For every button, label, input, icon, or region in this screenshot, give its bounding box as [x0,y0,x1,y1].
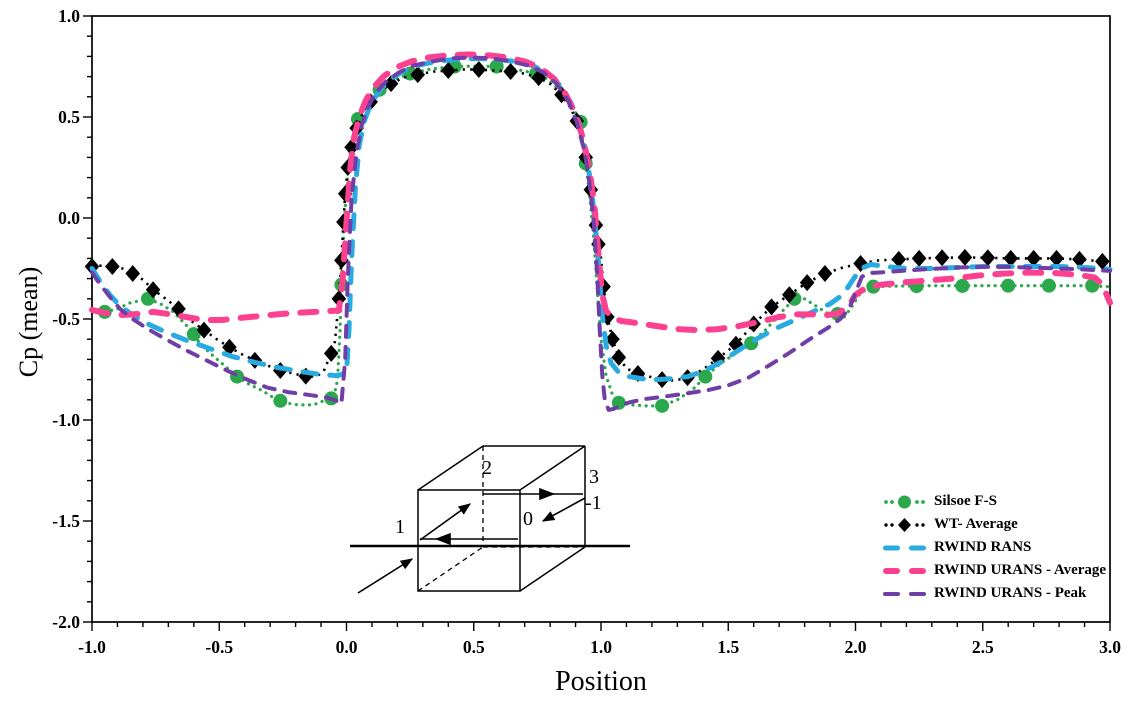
diamond-marker [105,257,120,275]
series-line [91,68,1110,382]
diamond-marker [764,298,779,316]
circle-marker [1001,278,1016,293]
series-line [89,55,1113,383]
x-tick-label: 1.0 [590,637,612,657]
legend-item-rwind-urans-average: RWIND URANS - Average [882,559,1106,582]
diamond-marker [957,248,973,266]
diamond-marker [331,290,347,308]
legend-marker [883,591,926,596]
diamond-marker [344,138,359,156]
y-tick-label: -1.0 [52,410,80,430]
legend-label: Silsoe F-S [934,493,997,509]
inset-label-0: 0 [523,508,533,530]
diamond-marker [891,250,907,268]
x-tick-label: -1.0 [78,637,106,657]
series-rwind-rans [89,55,1113,383]
legend-marker [884,495,925,508]
legend-item-wt-average: WT- Average [882,513,1106,536]
diamond-marker [196,321,212,339]
diamond-marker [605,330,620,348]
y-tick-label: 0.0 [58,208,80,228]
x-tick-label: -0.5 [205,637,233,657]
y-axis-title: Cp (mean) [14,266,43,378]
flow-arrows [357,487,586,594]
diamond-marker [125,265,141,283]
diamond-marker [611,348,627,366]
cube-diagram-drawing [350,445,630,594]
legend-item-silsoe-f-s: Silsoe F-S [882,490,1106,513]
diamond-marker [410,66,426,84]
x-tick-label: 3.0 [1099,637,1121,657]
y-tick-label: -1.5 [52,511,80,531]
diamond-marker [222,338,237,356]
diamond-marker [503,63,518,81]
diamond-marker [554,86,569,104]
cube-hidden-edges [417,446,585,592]
series-rwind-urans-peak [90,55,1112,412]
inflow-arrow [357,558,414,594]
legend: Silsoe F-S WT- Average RWIND RANS RWIND URA… [882,490,1106,605]
legend-label: WT- Average [934,516,1018,532]
x-tick-label: 0.5 [463,637,485,657]
x-tick-label: 2.5 [972,637,994,657]
circle-marker [273,393,288,408]
y-tick-label: -0.5 [52,309,80,329]
diamond-marker [1095,252,1110,270]
x-tick-label: 2.0 [845,637,867,657]
diamond-marker [323,344,339,362]
diamond-marker [1049,249,1064,267]
inset-label-minus1: -1 [585,492,602,514]
x-axis-title: Position [555,666,647,697]
circle-marker [1041,278,1056,293]
return-arrow-head [434,532,451,546]
y-tick-label: 0.5 [58,107,80,127]
diamond-marker [471,61,487,79]
legend-item-rwind-urans-peak: RWIND URANS - Peak [882,582,1106,605]
y-tick-label: -2.0 [52,612,80,632]
legend-marker [883,545,926,550]
diamond-marker [1003,249,1019,267]
diamond-marker [728,335,744,353]
diamond-marker [911,249,927,267]
y-tick-label: 1.0 [58,6,80,26]
inset-label-1: 1 [395,516,405,538]
roof-arrow-head [539,487,556,501]
legend-marker [884,517,925,532]
diamond-marker [171,300,186,318]
tick-labels: -1.0 -0.5 0.0 0.5 1.0 1.5 2.0 2.5 3.0 1.0 0.5 0.0 -0… [52,6,1121,657]
diamond-marker [934,249,950,267]
inset-label-2: 2 [482,457,492,479]
cube-flow-diagram: 1 2 3 -1 0 [345,438,637,610]
leeward-arrow [541,497,586,522]
series-silsoe-f-s [90,59,1112,413]
x-tick-label: 1.5 [717,637,739,657]
legend-label: RWIND URANS - Peak [934,585,1087,601]
diamond-marker [1072,250,1087,268]
diamond-marker [145,281,161,299]
legend-marker [883,567,926,574]
legend-label: RWIND URANS - Average [934,562,1107,578]
diamond-marker [1026,249,1041,267]
circle-marker [698,369,713,384]
diamond-marker [441,62,456,80]
legend-label: RWIND RANS [934,539,1032,555]
windward-arrow [419,503,472,541]
diamond-marker [853,254,868,272]
diamond-marker [817,265,833,283]
series-line [90,55,1112,412]
axis-ticks [83,15,1111,631]
x-tick-label: 0.0 [336,637,358,657]
diamond-marker [980,249,996,267]
diamond-marker [799,274,815,292]
circle-marker [955,278,970,293]
inset-label-3: 3 [589,466,599,488]
circle-marker [655,398,670,413]
legend-item-rwind-rans: RWIND RANS [882,536,1106,559]
cube-edges [417,445,586,592]
diamond-marker [782,286,797,304]
